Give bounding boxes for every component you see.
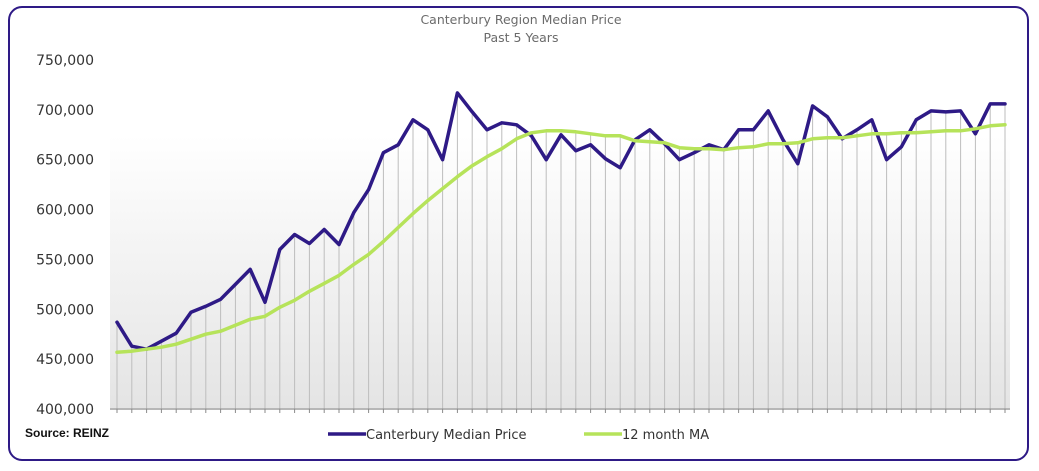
- legend: Canterbury Median Price 12 month MA: [328, 428, 709, 443]
- plot-background: [110, 135, 1010, 410]
- y-tick-label: 500,000: [36, 302, 94, 318]
- y-tick-label: 600,000: [36, 203, 94, 219]
- source-label: Source: REINZ: [25, 426, 109, 440]
- moving-average-line: [115, 123, 1007, 354]
- legend-median-price-label: Canterbury Median Price: [366, 428, 527, 443]
- y-tick-label: 550,000: [36, 252, 94, 268]
- y-tick-label: 750,000: [36, 53, 94, 69]
- chart-subtitle: Past 5 Years: [484, 30, 559, 45]
- series-lines: [115, 91, 1007, 354]
- y-axis: 400,000 450,000 500,000 550,000 600,000 650,0…: [36, 53, 94, 418]
- y-tick-label: 700,000: [36, 103, 94, 119]
- drop-lines: [116, 92, 1006, 409]
- y-tick-label: 450,000: [36, 352, 94, 368]
- y-tick-label: 650,000: [36, 153, 94, 169]
- chart-title: Canterbury Region Median Price: [420, 12, 621, 27]
- legend-moving-average-label: 12 month MA: [622, 428, 709, 443]
- median-price-line: [115, 91, 1007, 351]
- x-axis: [110, 408, 1010, 413]
- y-tick-label: 400,000: [36, 402, 94, 418]
